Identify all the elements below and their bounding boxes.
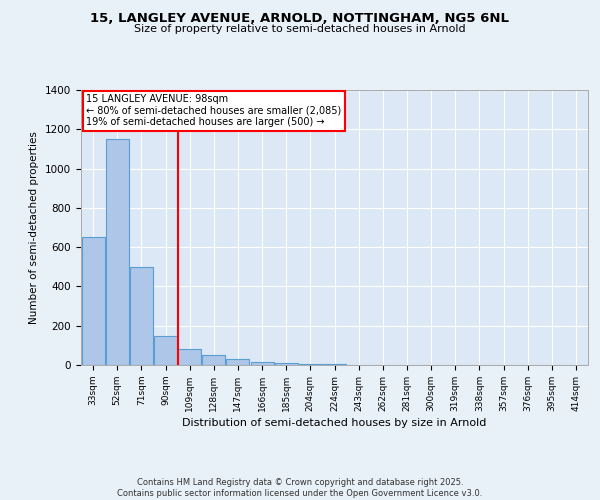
Bar [251, 362, 274, 365]
Bar [178, 350, 201, 365]
Bar [106, 139, 128, 365]
Text: Size of property relative to semi-detached houses in Arnold: Size of property relative to semi-detach… [134, 24, 466, 34]
Bar [275, 363, 298, 365]
Y-axis label: Number of semi-detached properties: Number of semi-detached properties [29, 131, 40, 324]
Bar [323, 364, 346, 365]
Bar [82, 238, 104, 365]
Bar [202, 355, 225, 365]
X-axis label: Distribution of semi-detached houses by size in Arnold: Distribution of semi-detached houses by … [182, 418, 487, 428]
Text: Contains HM Land Registry data © Crown copyright and database right 2025.
Contai: Contains HM Land Registry data © Crown c… [118, 478, 482, 498]
Text: 15 LANGLEY AVENUE: 98sqm
← 80% of semi-detached houses are smaller (2,085)
19% o: 15 LANGLEY AVENUE: 98sqm ← 80% of semi-d… [86, 94, 341, 128]
Bar [154, 336, 177, 365]
Bar [226, 359, 250, 365]
Bar [130, 267, 153, 365]
Text: 15, LANGLEY AVENUE, ARNOLD, NOTTINGHAM, NG5 6NL: 15, LANGLEY AVENUE, ARNOLD, NOTTINGHAM, … [91, 12, 509, 26]
Bar [299, 364, 322, 365]
